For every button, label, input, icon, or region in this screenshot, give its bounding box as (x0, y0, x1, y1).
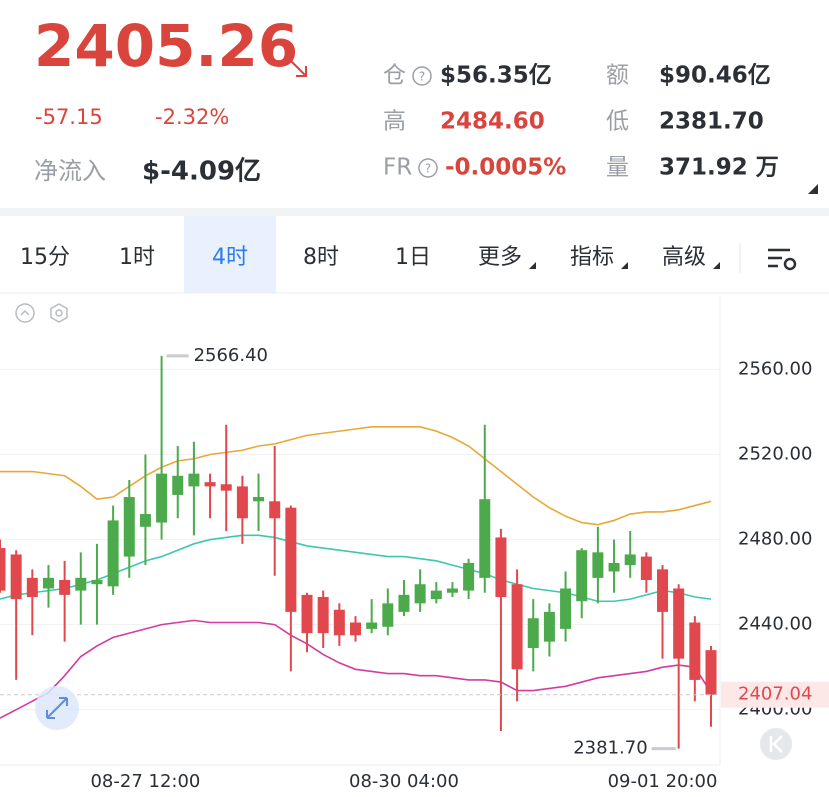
candle-body (689, 622, 701, 680)
candle-body (398, 594, 410, 612)
tab[interactable]: 高级 (662, 245, 706, 270)
candle-body (59, 579, 71, 595)
candle-body (673, 588, 685, 659)
candle-body (10, 554, 22, 600)
candle-body (705, 650, 717, 695)
indicator-line (0, 426, 712, 526)
candle-body (172, 475, 184, 495)
stat-label: 额 (606, 63, 629, 89)
net-inflow-label: 净流入 (34, 157, 106, 185)
down-arrow (289, 59, 307, 77)
candle-body (123, 497, 135, 557)
tab[interactable]: 1日 (395, 245, 431, 270)
candle-body (204, 482, 216, 487)
help-icon[interactable]: ? (418, 158, 438, 178)
plot: 2400.002440.002480.002520.002560.0008-27… (0, 345, 829, 792)
candle-body (446, 588, 458, 593)
stat-label: 量 (606, 155, 629, 181)
stat-value: 2484.60 (440, 109, 545, 135)
y-tick-label: 2480.00 (738, 529, 812, 550)
help-icon[interactable]: ? (412, 66, 432, 86)
tab-active[interactable]: 4时 (212, 245, 248, 270)
candle-body (188, 473, 200, 487)
candle-body (107, 520, 119, 587)
last-price-label: 2407.04 (738, 684, 812, 705)
candle-body (414, 584, 426, 604)
tab[interactable]: 指标 (570, 245, 614, 270)
candle-body (269, 501, 281, 519)
candle-body (26, 577, 38, 597)
stat-value: $56.35亿 (440, 63, 552, 89)
candle-body (0, 548, 6, 591)
stat-label: 低 (606, 109, 629, 135)
candle-body (592, 552, 604, 578)
candle-body (430, 590, 442, 600)
candle-body (350, 622, 361, 636)
tab[interactable]: 1时 (119, 245, 155, 270)
tab[interactable]: 更多 (478, 245, 522, 270)
candle-body (301, 594, 313, 634)
candle-body (495, 537, 507, 597)
candle-body (366, 622, 378, 629)
candle-body (333, 609, 345, 636)
y-tick-label: 2560.00 (738, 358, 812, 379)
candle-body (624, 554, 636, 566)
y-tick-label: 2520.00 (738, 444, 812, 465)
net-inflow: $-4.09亿 (142, 157, 261, 187)
stat-label: 高 (383, 109, 406, 135)
candle-body (382, 603, 394, 627)
candle-body (479, 499, 491, 578)
indicator-line (0, 534, 712, 603)
candle-body (220, 484, 232, 491)
stat-value: 2381.70 (659, 109, 764, 135)
expand-corner[interactable] (808, 184, 818, 194)
svg-text:?: ? (419, 70, 425, 84)
candle-body (317, 596, 329, 634)
candle-body (91, 579, 103, 585)
change: -57.15 (35, 105, 103, 129)
candle-body (42, 577, 54, 589)
scroll-latest-button[interactable] (760, 728, 792, 760)
price: 2405.26 (34, 12, 298, 80)
candle-body (543, 611, 555, 642)
x-tick-label: 08-30 04:00 (349, 771, 459, 792)
candle-body (640, 556, 652, 580)
candle-body (253, 497, 265, 502)
stat-label: FR (383, 155, 412, 181)
svg-text:?: ? (425, 162, 431, 176)
annotation: 2381.70 (573, 738, 647, 759)
change-pct: -2.32% (155, 105, 229, 129)
tab[interactable]: 8时 (303, 245, 339, 270)
candle-body (560, 588, 572, 629)
stat-value: -0.0005% (445, 155, 566, 181)
candle-body (285, 507, 297, 612)
stat-value: $90.46亿 (659, 63, 771, 89)
tab[interactable]: 15分 (20, 245, 70, 270)
candle-body (463, 562, 475, 591)
candle-body (576, 550, 588, 602)
candle-body (236, 486, 248, 519)
fullscreen-button[interactable] (35, 686, 79, 730)
last-price-tag (721, 681, 829, 708)
active-tab-bg (184, 216, 276, 293)
stat-label: 仓 (383, 63, 406, 89)
candle-body (657, 569, 669, 612)
separator (0, 208, 829, 216)
stat-value: 371.92 万 (659, 155, 779, 181)
dropdown-carets (529, 262, 720, 269)
indicator-line (0, 619, 712, 719)
candle-body (139, 514, 151, 527)
x-tick-label: 08-27 12:00 (90, 771, 200, 792)
chart-tools[interactable] (15, 303, 68, 323)
x-tick-label: 09-01 20:00 (608, 771, 718, 792)
settings-icon[interactable] (768, 248, 797, 271)
candle-body (511, 584, 523, 670)
y-tick-label: 2440.00 (738, 614, 812, 635)
annotation: 2566.40 (194, 345, 268, 366)
candle-body (156, 473, 168, 523)
candle-body (608, 562, 620, 572)
candle-body (527, 618, 539, 649)
candle-body (75, 577, 87, 591)
